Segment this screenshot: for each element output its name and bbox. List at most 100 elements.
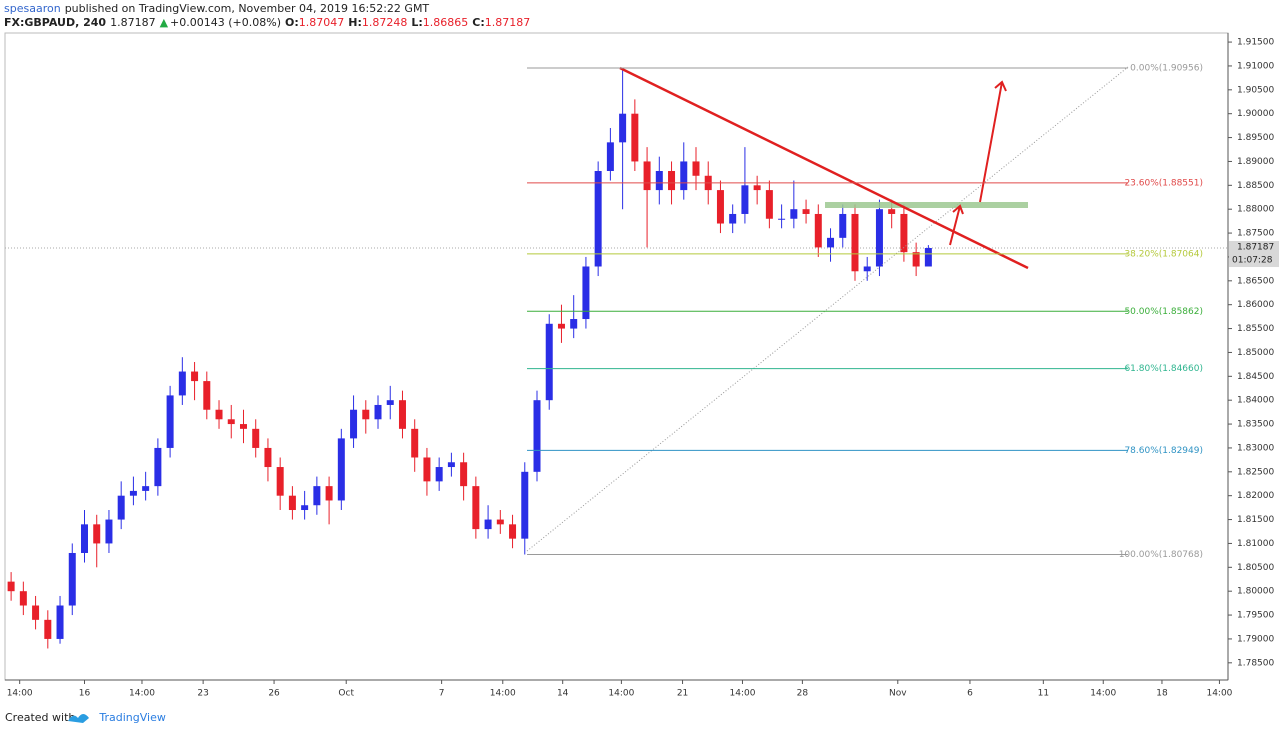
candle-body <box>582 266 590 320</box>
y-tick-label: 1.82000 <box>1237 491 1274 501</box>
y-tick-label: 1.91500 <box>1237 38 1274 48</box>
candle-body <box>80 524 88 553</box>
x-tick-label: 14:00 <box>730 689 756 699</box>
x-tick-label: 26 <box>268 689 280 699</box>
author: spesaaron <box>4 2 61 15</box>
candle-body <box>924 248 932 267</box>
ohlc-label: C: <box>472 16 484 29</box>
candle-body <box>778 218 786 220</box>
candle-body <box>56 605 64 639</box>
ohlc-value: 1.87248 <box>362 16 408 29</box>
candle-body <box>533 400 541 472</box>
y-tick-label: 1.88500 <box>1237 181 1274 191</box>
fib-label: 78.60%(1.82949) <box>1124 446 1203 456</box>
last: 1.87187 <box>110 16 156 29</box>
candle-body <box>496 519 504 525</box>
candle-body <box>203 381 211 410</box>
candle-body <box>142 486 150 491</box>
y-tick-label: 1.86000 <box>1237 300 1274 310</box>
candle-body <box>606 142 614 171</box>
candle-body <box>32 605 40 620</box>
header-line-2: FX:GBPAUD, 240 1.87187 ▲ +0.00143 (+0.08%) O… <box>4 16 530 29</box>
candle-body <box>154 447 162 487</box>
x-tick-label: 14:00 <box>7 689 33 699</box>
y-tick-label: 1.79000 <box>1237 634 1274 644</box>
candle-body <box>802 209 810 214</box>
fib-label: 0.00%(1.90956) <box>1130 64 1203 74</box>
change: +0.00143 (+0.08%) <box>170 16 281 29</box>
candle-body <box>337 438 345 501</box>
candle-body <box>7 581 15 592</box>
ohlc-value: 1.87187 <box>485 16 531 29</box>
candle-body <box>288 495 296 511</box>
candle-body <box>264 447 272 468</box>
footer: Created with TradingView <box>5 711 166 724</box>
candle-body <box>851 213 859 272</box>
candle-body <box>790 209 798 219</box>
ohlc-value: 1.87047 <box>299 16 345 29</box>
candle-body <box>827 237 835 248</box>
candle-body <box>129 490 137 496</box>
ohlc: O:1.87047 H:1.87248 L:1.86865 C:1.87187 <box>285 16 530 29</box>
y-tick-label: 1.88000 <box>1237 205 1274 215</box>
y-tick-label: 1.81500 <box>1237 515 1274 525</box>
x-tick-label: 14:00 <box>490 689 516 699</box>
candle-body <box>729 213 737 224</box>
candle-body <box>19 591 27 606</box>
candle-body <box>105 519 113 544</box>
candle-body <box>692 161 700 176</box>
candle-body <box>117 495 125 520</box>
candle-body <box>68 552 76 606</box>
candle-body <box>570 319 578 329</box>
symbol: FX:GBPAUD, 240 <box>4 16 106 29</box>
y-tick-label: 1.90500 <box>1237 85 1274 95</box>
candle-body <box>863 266 871 272</box>
candle-body <box>741 185 749 214</box>
fib-label: 38.20%(1.87064) <box>1124 249 1203 259</box>
candle-body <box>447 462 455 468</box>
candle-body <box>814 213 822 248</box>
y-tick-label: 1.82500 <box>1237 467 1274 477</box>
created-with: Created with <box>5 711 75 724</box>
ohlc-label: L: <box>411 16 422 29</box>
candle-body <box>619 113 627 143</box>
x-tick-label: 14:00 <box>1090 689 1116 699</box>
fib-label: 100.00%(1.80768) <box>1119 550 1203 560</box>
drawings <box>526 66 1129 556</box>
candle-body <box>44 619 52 639</box>
candle-body <box>93 524 101 544</box>
plot-frame <box>4 32 1229 681</box>
y-tick-label: 1.89500 <box>1237 133 1274 143</box>
y-tick-label: 1.89000 <box>1237 157 1274 167</box>
y-tick-label: 1.79500 <box>1237 611 1274 621</box>
x-tick-label: 7 <box>439 689 445 699</box>
published: published on TradingView.com, November 0… <box>65 2 430 15</box>
big-arrow <box>979 80 1007 203</box>
resistance-zone <box>825 202 1028 208</box>
y-tick-label: 1.83500 <box>1237 420 1274 430</box>
ohlc-label: H: <box>348 16 362 29</box>
x-tick-label: Oct <box>338 689 354 699</box>
candle-body <box>509 524 517 539</box>
candle-body <box>655 170 663 191</box>
fib-label: 61.80%(1.84660) <box>1124 364 1203 374</box>
candle-body <box>472 486 480 530</box>
candle-body <box>557 323 565 329</box>
candle-body <box>411 428 419 458</box>
fib-label: 23.60%(1.88551) <box>1124 178 1203 188</box>
candle-body <box>227 419 235 425</box>
candle-body <box>166 395 174 448</box>
x-tick-label: 11 <box>1038 689 1049 699</box>
candle-body <box>313 486 321 506</box>
y-tick-label: 1.87500 <box>1237 229 1274 239</box>
y-tick-label: 1.85500 <box>1237 324 1274 334</box>
candle-body <box>753 185 761 191</box>
countdown: 01:07:28 <box>1232 256 1273 266</box>
candle-body <box>716 190 724 224</box>
y-tick-label: 1.86500 <box>1237 276 1274 286</box>
candle-body <box>888 209 896 214</box>
x-tick-label: 18 <box>1156 689 1168 699</box>
change-arrow: ▲ <box>160 16 169 29</box>
x-tick-label: 21 <box>677 689 688 699</box>
